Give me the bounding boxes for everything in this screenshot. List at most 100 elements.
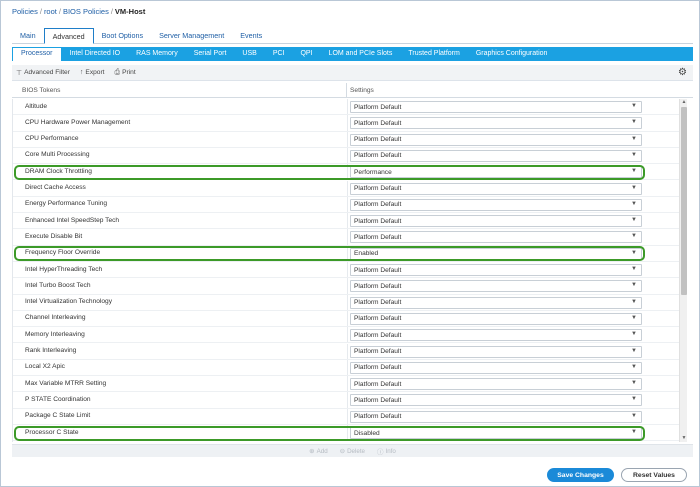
tab-boot-options[interactable]: Boot Options: [101, 31, 144, 40]
scroll-down-arrow-icon[interactable]: ▼: [681, 435, 687, 441]
row-divider: [13, 440, 679, 442]
setting-value: Platform Default: [354, 152, 402, 160]
column-divider: [347, 294, 348, 311]
setting-dropdown[interactable]: Platform Default ▼: [350, 378, 642, 391]
setting-dropdown[interactable]: Platform Default ▼: [350, 312, 642, 325]
info-icon: ⓘ: [376, 449, 384, 456]
table-row[interactable]: Rank Interleaving Platform Default ▼: [13, 343, 679, 360]
setting-dropdown[interactable]: Platform Default ▼: [350, 133, 642, 146]
chevron-down-icon: ▼: [631, 200, 637, 207]
chevron-down-icon: ▼: [631, 363, 637, 370]
tab-advanced[interactable]: Advanced: [43, 28, 94, 44]
delete-button[interactable]: ⊖ Delete: [339, 447, 365, 456]
subtab-serial-port[interactable]: Serial Port: [193, 50, 227, 57]
print-icon: ⎙: [114, 68, 121, 76]
tab-server-management[interactable]: Server Management: [159, 31, 225, 40]
table-row[interactable]: Intel Virtualization Technology Platform …: [13, 294, 679, 311]
table-row[interactable]: Altitude Platform Default ▼: [13, 99, 679, 116]
table-row[interactable]: Local X2 Apic Platform Default ▼: [13, 359, 679, 377]
subtab-ras-memory[interactable]: RAS Memory: [136, 50, 178, 57]
export-button[interactable]: ↑ Export: [80, 69, 105, 76]
save-changes-button[interactable]: Save Changes: [547, 468, 614, 482]
setting-value: Platform Default: [354, 266, 402, 274]
table-row[interactable]: Enhanced Intel SpeedStep Tech Platform De…: [13, 213, 679, 230]
row-divider: [13, 423, 679, 425]
setting-dropdown[interactable]: Platform Default ▼: [350, 394, 642, 407]
tab-main[interactable]: Main: [20, 31, 36, 40]
setting-dropdown[interactable]: Platform Default ▼: [350, 215, 642, 228]
breadcrumb-bios-policies[interactable]: BIOS Policies: [62, 7, 109, 16]
breadcrumb-separator: /: [58, 7, 61, 16]
setting-dropdown[interactable]: Performance ▼: [350, 166, 642, 179]
setting-dropdown[interactable]: Platform Default ▼: [350, 198, 642, 211]
subtab-intel-directed-io[interactable]: Intel Directed IO: [69, 50, 121, 57]
print-button[interactable]: ⎙ Print: [114, 69, 135, 77]
chevron-down-icon: ▼: [631, 412, 637, 419]
subtab-graphics-configuration[interactable]: Graphics Configuration: [475, 50, 548, 57]
subtab-processor[interactable]: Processor: [12, 47, 62, 61]
table-row[interactable]: Channel Interleaving Platform Default ▼: [13, 310, 679, 328]
scroll-up-arrow-icon[interactable]: ▲: [681, 99, 687, 105]
breadcrumb-root[interactable]: root: [43, 7, 57, 16]
chevron-down-icon: ▼: [631, 217, 637, 224]
table-row[interactable]: Energy Performance Tuning Platform Defaul…: [13, 196, 679, 214]
bios-token-name: Rank Interleaving: [25, 347, 77, 354]
table-row[interactable]: Intel Turbo Boost Tech Platform Default ▼: [13, 278, 679, 295]
table-scrollbar[interactable]: ▲ ▼: [679, 99, 687, 442]
delete-icon: ⊖: [339, 448, 346, 455]
breadcrumb-policies[interactable]: Policies: [12, 7, 38, 16]
chevron-down-icon: ▼: [631, 151, 637, 158]
row-divider: [13, 277, 679, 279]
table-row[interactable]: Processor C State Disabled ▼: [13, 425, 679, 442]
setting-value: Platform Default: [354, 396, 402, 404]
setting-dropdown[interactable]: Platform Default ▼: [350, 101, 642, 113]
bios-token-name: Intel Turbo Boost Tech: [25, 281, 91, 289]
subtab-trusted-platform[interactable]: Trusted Platform: [408, 50, 460, 57]
chevron-down-icon: ▼: [631, 331, 637, 338]
table-row[interactable]: Execute Disable Bit Platform Default ▼: [13, 229, 679, 246]
subtab-pci[interactable]: PCI: [272, 50, 285, 57]
setting-dropdown[interactable]: Platform Default ▼: [350, 296, 642, 309]
table-row[interactable]: Max Variable MTRR Setting Platform Defaul…: [13, 376, 679, 393]
gear-icon[interactable]: ⚙: [678, 67, 687, 78]
scrollbar-thumb[interactable]: [681, 107, 687, 295]
setting-value: Platform Default: [354, 413, 402, 421]
table-row[interactable]: Core Multi Processing Platform Default ▼: [13, 147, 679, 165]
advanced-filter-button[interactable]: ⊤ Advanced Filter: [16, 69, 70, 77]
table-row[interactable]: Intel HyperThreading Tech Platform Defaul…: [13, 262, 679, 279]
table-row[interactable]: CPU Performance Platform Default ▼: [13, 131, 679, 148]
subtab-lom-pcie-slots[interactable]: LOM and PCIe Slots: [328, 50, 393, 57]
setting-dropdown[interactable]: Platform Default ▼: [350, 182, 642, 195]
setting-dropdown[interactable]: Platform Default ▼: [350, 264, 642, 276]
setting-dropdown[interactable]: Platform Default ▼: [350, 361, 642, 374]
row-divider: [13, 358, 679, 360]
table-row[interactable]: Frequency Floor Override Enabled ▼: [13, 245, 679, 262]
subtab-usb[interactable]: USB: [242, 50, 257, 57]
setting-dropdown[interactable]: Platform Default ▼: [350, 117, 642, 130]
tab-events[interactable]: Events: [240, 31, 263, 40]
filter-icon: ⊤: [16, 69, 23, 77]
add-button[interactable]: ⊕ Add: [309, 447, 327, 456]
row-divider: [13, 114, 679, 116]
setting-dropdown[interactable]: Platform Default ▼: [350, 410, 642, 423]
setting-dropdown[interactable]: Platform Default ▼: [350, 345, 642, 358]
setting-dropdown[interactable]: Platform Default ▼: [350, 231, 642, 244]
table-row[interactable]: CPU Hardware Power Management Platform De…: [13, 115, 679, 132]
setting-dropdown[interactable]: Platform Default ▼: [350, 329, 642, 342]
setting-dropdown[interactable]: Disabled ▼: [350, 427, 642, 439]
setting-dropdown[interactable]: Enabled ▼: [350, 247, 642, 260]
table-row[interactable]: Memory Interleaving Platform Default ▼: [13, 327, 679, 344]
table-row[interactable]: Direct Cache Access Platform Default ▼: [13, 180, 679, 197]
column-divider: [347, 262, 348, 279]
table-row[interactable]: P STATE Coordination Platform Default ▼: [13, 392, 679, 409]
subtab-qpi[interactable]: QPI: [300, 50, 313, 57]
info-button[interactable]: ⓘ Info: [376, 446, 396, 457]
table-row[interactable]: DRAM Clock Throttling Performance ▼: [13, 164, 679, 181]
setting-dropdown[interactable]: Platform Default ▼: [350, 280, 642, 293]
column-divider: [347, 131, 348, 148]
setting-dropdown[interactable]: Platform Default ▼: [350, 149, 642, 162]
breadcrumb-separator: /: [110, 7, 113, 16]
reset-values-button[interactable]: Reset Values: [621, 468, 687, 482]
table-row[interactable]: Package C State Limit Platform Default ▼: [13, 408, 679, 425]
row-divider: [13, 228, 679, 230]
